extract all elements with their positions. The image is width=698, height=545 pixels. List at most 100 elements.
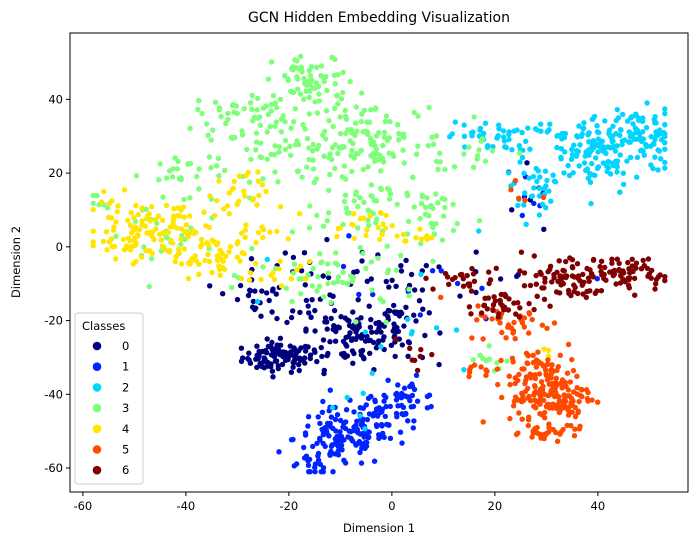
y-tick-label: 40 [48, 92, 63, 106]
data-point [437, 330, 443, 336]
data-point [358, 147, 364, 153]
data-point [541, 391, 548, 398]
data-point [337, 145, 344, 151]
data-point [220, 258, 226, 264]
data-point [571, 282, 577, 288]
legend-title: Classes [82, 319, 125, 333]
data-point [473, 249, 479, 255]
data-point [320, 432, 326, 438]
data-point [539, 201, 546, 207]
data-point [320, 440, 326, 447]
data-point [297, 263, 304, 269]
data-point [632, 292, 638, 298]
chart-title: GCN Hidden Embedding Visualization [248, 10, 510, 26]
data-point [511, 319, 517, 326]
data-point [206, 154, 213, 160]
data-point [662, 121, 668, 128]
data-point [401, 385, 408, 391]
data-point [469, 335, 475, 341]
data-point [346, 428, 352, 434]
data-point [127, 247, 134, 253]
data-point [381, 398, 387, 404]
data-point [652, 136, 658, 143]
data-point [207, 193, 213, 199]
data-point [378, 329, 384, 335]
data-point [278, 116, 285, 122]
data-point [206, 258, 213, 265]
data-point [220, 291, 226, 297]
data-point [583, 294, 589, 301]
data-point [146, 283, 152, 290]
data-point [295, 168, 302, 174]
data-point [546, 424, 552, 430]
data-point [577, 142, 583, 148]
legend-marker [92, 445, 102, 454]
data-point [254, 107, 260, 113]
data-point [364, 439, 370, 446]
data-point [202, 257, 208, 264]
data-point [643, 143, 650, 150]
data-point [264, 256, 270, 263]
data-point [529, 434, 535, 440]
data-point [303, 326, 309, 332]
data-point [491, 294, 497, 300]
data-point [331, 280, 337, 286]
data-point [317, 435, 323, 442]
data-point [291, 119, 297, 125]
data-point [411, 386, 418, 393]
data-point [272, 123, 278, 129]
data-point [368, 182, 375, 188]
data-point [210, 127, 216, 133]
data-point [526, 300, 532, 307]
data-point [533, 281, 539, 287]
data-point [215, 155, 222, 162]
data-point [516, 371, 522, 378]
data-point [480, 130, 487, 137]
data-point [417, 353, 423, 359]
data-point [253, 130, 260, 136]
data-point [461, 151, 467, 157]
data-point [163, 202, 170, 209]
data-point [586, 130, 592, 136]
data-point [614, 106, 620, 113]
data-point [376, 236, 383, 243]
data-point [547, 263, 554, 269]
data-point [212, 213, 218, 219]
data-point [611, 271, 618, 277]
data-point [373, 105, 379, 111]
data-point [494, 366, 500, 372]
data-point [505, 322, 512, 328]
data-point [554, 438, 561, 444]
data-point [587, 170, 593, 177]
data-point [480, 419, 486, 425]
data-point [326, 155, 332, 161]
data-point [362, 426, 368, 432]
legend-marker [92, 465, 102, 475]
data-point [591, 140, 598, 147]
data-point [276, 149, 282, 155]
data-point [376, 432, 382, 438]
data-point [340, 69, 346, 76]
data-point [250, 298, 257, 305]
data-point [133, 202, 139, 209]
data-point [353, 120, 359, 126]
data-point [655, 147, 661, 153]
data-point [598, 268, 604, 275]
data-point [618, 127, 624, 133]
data-point [331, 307, 338, 314]
data-point [368, 259, 375, 265]
data-point [662, 274, 668, 280]
data-point [367, 350, 373, 356]
data-point [378, 168, 384, 174]
data-point [468, 311, 474, 317]
data-point [558, 429, 564, 435]
data-point [548, 198, 554, 204]
data-point [624, 118, 631, 124]
data-point [349, 348, 356, 354]
data-point [339, 447, 345, 453]
data-point [365, 217, 371, 223]
data-point [496, 126, 502, 132]
data-point [454, 220, 460, 227]
data-point [333, 250, 339, 256]
data-point [466, 373, 472, 380]
